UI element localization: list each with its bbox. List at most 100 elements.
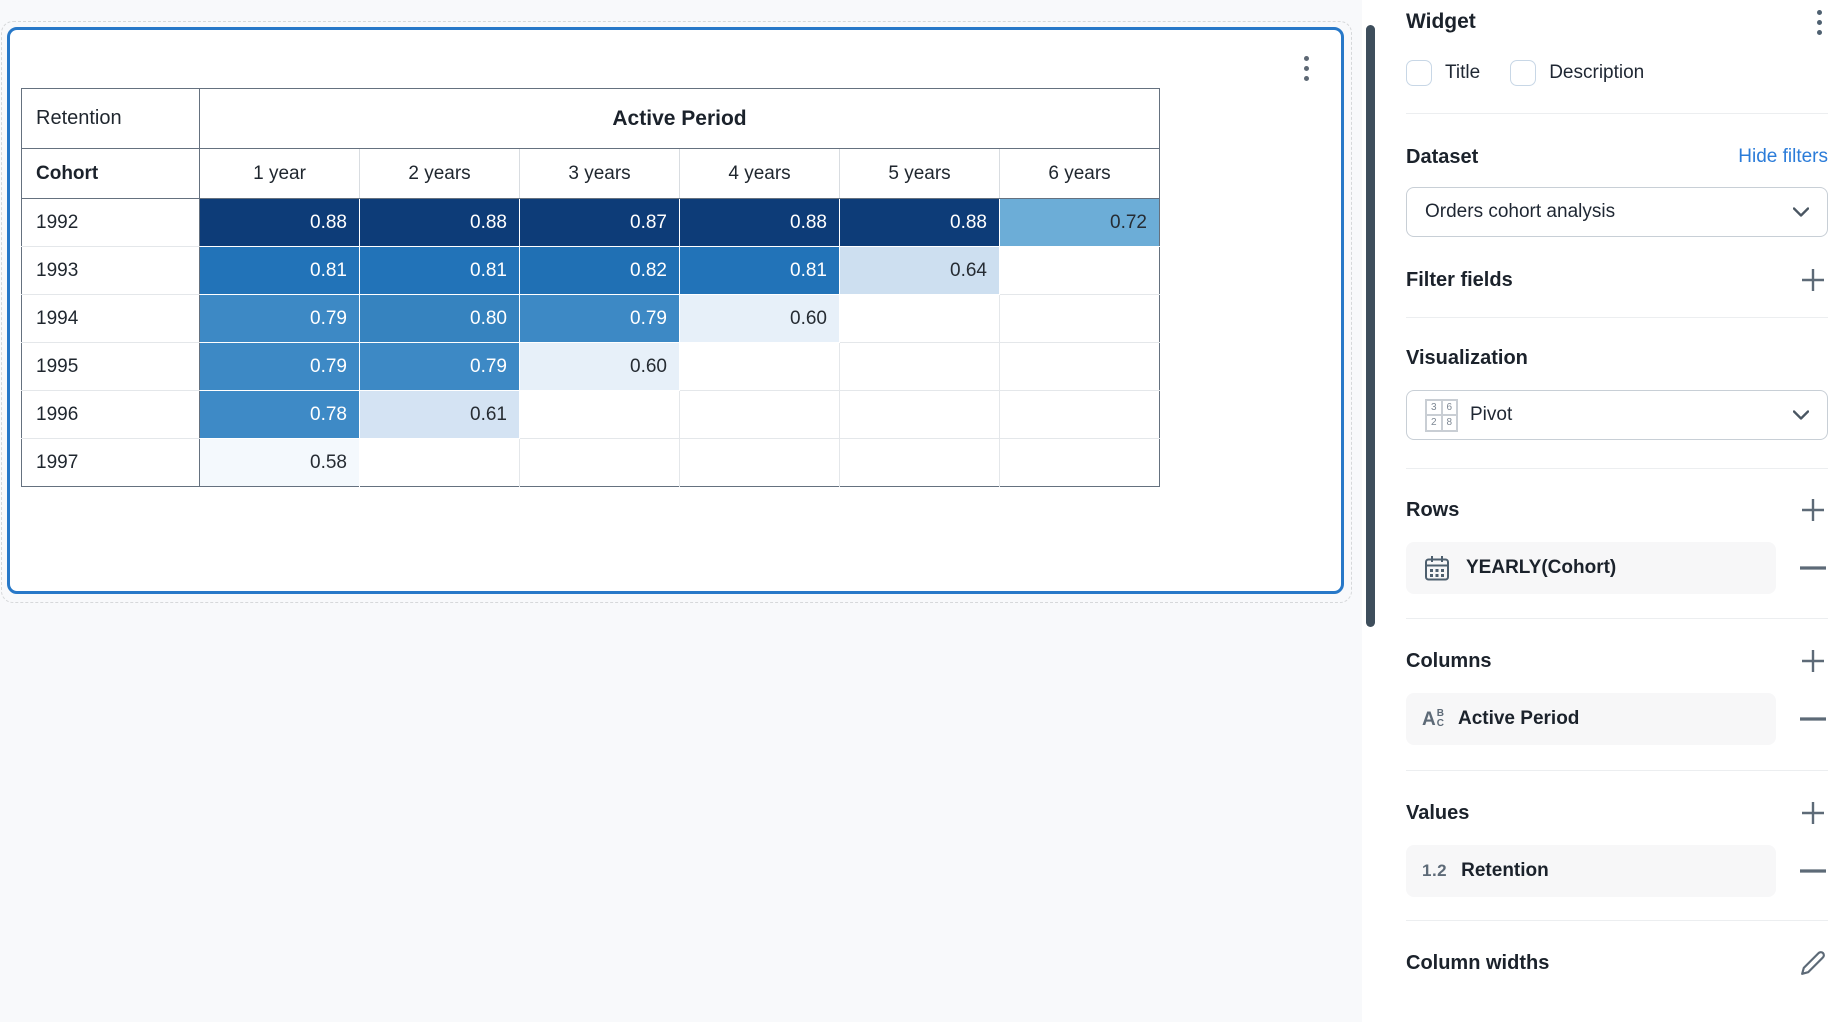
pivot-empty-cell[interactable]	[1000, 439, 1160, 487]
pivot-empty-cell[interactable]	[679, 342, 840, 391]
pivot-cell[interactable]: 0.87	[519, 198, 680, 247]
pivot-cell[interactable]: 0.79	[519, 294, 680, 343]
pivot-row-label[interactable]: 1995	[21, 342, 200, 391]
divider	[1406, 468, 1828, 469]
pivot-empty-cell[interactable]	[999, 294, 1160, 343]
pivot-row-label[interactable]: 1994	[21, 294, 200, 343]
pivot-cell[interactable]: 0.81	[199, 246, 360, 295]
columns-field-pill[interactable]: A B C Active Period	[1406, 693, 1776, 745]
pivot-row-label[interactable]: 1997	[21, 438, 200, 487]
pivot-cell[interactable]: 0.82	[519, 246, 680, 295]
pivot-empty-cell[interactable]	[839, 294, 1000, 343]
plus-icon	[1802, 650, 1824, 672]
kebab-menu-icon	[1304, 76, 1309, 81]
pivot-widget-card[interactable]: Retention Active Period Cohort 1 year 2 y…	[7, 27, 1344, 594]
add-column-field-button[interactable]	[1798, 646, 1828, 676]
pivot-row: 1994 0.79 0.80 0.79 0.60	[21, 294, 1160, 343]
pivot-empty-cell[interactable]	[679, 390, 840, 439]
description-checkbox[interactable]: Description	[1510, 59, 1644, 86]
dataset-selected-value: Orders cohort analysis	[1425, 201, 1616, 222]
pivot-empty-cell[interactable]	[999, 246, 1160, 295]
kebab-menu-icon	[1304, 56, 1309, 61]
minus-icon	[1800, 717, 1826, 721]
pivot-cell[interactable]: 0.79	[359, 342, 520, 391]
pivot-cell[interactable]: 0.88	[679, 198, 840, 247]
add-filter-field-button[interactable]	[1798, 265, 1828, 295]
pivot-cell[interactable]: 0.79	[199, 342, 360, 391]
pivot-row-label[interactable]: 1993	[21, 246, 200, 295]
pivot-column-header[interactable]: 6 years	[999, 148, 1160, 199]
panel-scrollbar[interactable]	[1366, 25, 1375, 627]
pivot-empty-cell[interactable]	[839, 342, 1000, 391]
pivot-empty-cell[interactable]	[839, 438, 1000, 487]
pivot-cell[interactable]: 0.78	[199, 390, 360, 439]
calendar-icon	[1422, 553, 1452, 583]
hide-filters-link[interactable]: Hide filters	[1738, 146, 1828, 167]
pivot-cell[interactable]: 0.64	[839, 246, 1000, 295]
remove-rows-field-button[interactable]	[1798, 553, 1828, 583]
pivot-column-header[interactable]: 2 years	[359, 148, 520, 199]
add-row-field-button[interactable]	[1798, 495, 1828, 525]
pivot-table: Retention Active Period Cohort 1 year 2 y…	[21, 88, 1160, 487]
pivot-cell[interactable]: 0.81	[359, 246, 520, 295]
plus-icon	[1802, 802, 1824, 824]
panel-menu-button[interactable]	[1811, 6, 1828, 39]
pivot-column-group-header[interactable]: Active Period	[199, 88, 1160, 149]
pivot-empty-cell[interactable]	[999, 390, 1160, 439]
dashboard-canvas: Retention Active Period Cohort 1 year 2 y…	[1, 21, 1352, 603]
title-checkbox[interactable]: Title	[1406, 59, 1481, 86]
rows-field-label: YEARLY(Cohort)	[1466, 557, 1617, 578]
widget-menu-button[interactable]	[1300, 52, 1313, 85]
checkbox-icon[interactable]	[1406, 59, 1432, 86]
pivot-cell[interactable]: 0.88	[199, 198, 360, 247]
plus-icon	[1802, 499, 1824, 521]
pivot-row-label[interactable]: 1996	[21, 390, 200, 439]
divider	[1406, 770, 1828, 771]
divider	[1406, 920, 1828, 921]
pivot-column-header[interactable]: 1 year	[199, 148, 360, 199]
pivot-column-header[interactable]: 4 years	[679, 148, 840, 199]
pivot-cell[interactable]: 0.72	[999, 198, 1160, 247]
pivot-row: 1993 0.81 0.81 0.82 0.81 0.64	[21, 246, 1160, 295]
pivot-cell[interactable]: 0.81	[679, 246, 840, 295]
panel-title: Widget	[1406, 10, 1476, 33]
pivot-empty-cell[interactable]	[519, 438, 680, 487]
values-field-pill[interactable]: 1.2 Retention	[1406, 845, 1776, 897]
title-checkbox-label: Title	[1445, 61, 1481, 83]
pivot-row: 1992 0.88 0.88 0.87 0.88 0.88 0.72	[21, 198, 1160, 247]
pivot-row: 1996 0.78 0.61	[21, 390, 1160, 439]
pivot-cell[interactable]: 0.80	[359, 294, 520, 343]
pivot-empty-cell[interactable]	[839, 390, 1000, 439]
pivot-measure-label[interactable]: Retention	[21, 88, 200, 149]
filter-fields-heading: Filter fields	[1406, 268, 1513, 291]
rows-field-pill[interactable]: YEARLY(Cohort)	[1406, 542, 1776, 594]
pivot-row-dimension-header[interactable]: Cohort	[21, 148, 200, 199]
chevron-down-icon	[1793, 410, 1809, 420]
pivot-row-label[interactable]: 1992	[21, 198, 200, 247]
remove-columns-field-button[interactable]	[1798, 704, 1828, 734]
pivot-column-header[interactable]: 3 years	[519, 148, 680, 199]
checkbox-icon[interactable]	[1510, 59, 1537, 86]
dataset-select[interactable]: Orders cohort analysis	[1406, 187, 1828, 237]
add-value-field-button[interactable]	[1798, 798, 1828, 828]
dataset-heading: Dataset	[1406, 145, 1479, 168]
pivot-empty-cell[interactable]	[359, 438, 520, 487]
pivot-cell[interactable]: 0.60	[679, 294, 840, 343]
pivot-cell[interactable]: 0.58	[199, 438, 360, 487]
columns-field-label: Active Period	[1457, 708, 1580, 729]
pivot-cell[interactable]: 0.60	[519, 342, 680, 391]
pivot-cell[interactable]: 0.88	[839, 198, 1000, 247]
pencil-icon	[1801, 951, 1825, 975]
column-widths-heading: Column widths	[1406, 951, 1550, 974]
pivot-empty-cell[interactable]	[999, 342, 1160, 391]
chevron-down-icon	[1793, 207, 1809, 217]
pivot-cell[interactable]: 0.79	[199, 294, 360, 343]
pivot-cell[interactable]: 0.88	[359, 198, 520, 247]
pivot-cell[interactable]: 0.61	[359, 390, 520, 439]
pivot-empty-cell[interactable]	[679, 438, 840, 487]
pivot-empty-cell[interactable]	[519, 390, 680, 439]
pivot-column-header[interactable]: 5 years	[839, 148, 1000, 199]
remove-values-field-button[interactable]	[1798, 856, 1828, 886]
edit-column-widths-button[interactable]	[1798, 948, 1828, 978]
